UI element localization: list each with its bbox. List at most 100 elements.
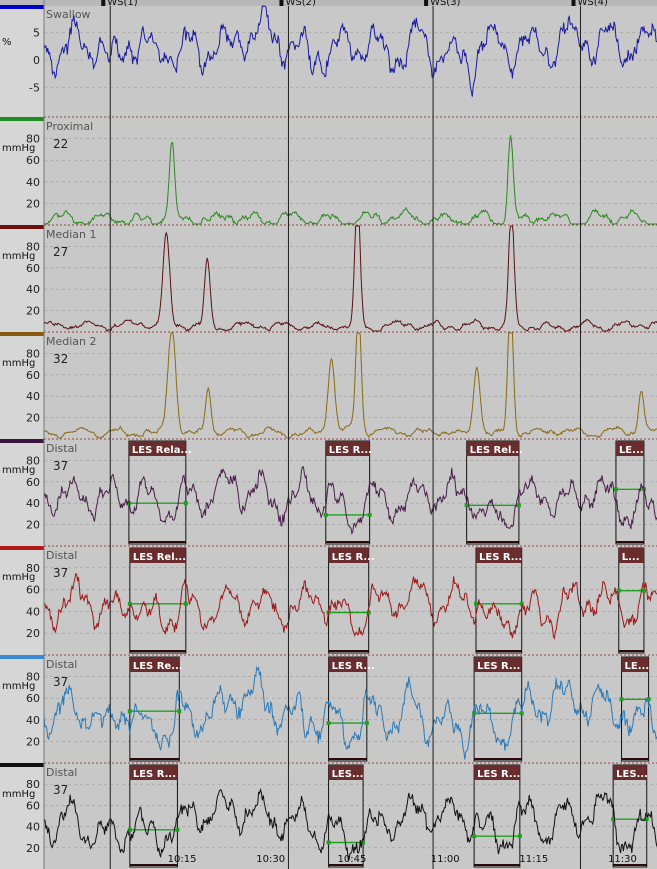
les-label: LES Re... (133, 661, 183, 672)
les-label-box (615, 441, 644, 456)
les-label-box (328, 657, 367, 672)
les-handle[interactable] (644, 817, 649, 822)
channel-unit: mmHg (2, 572, 35, 583)
les-label: LES R... (133, 769, 176, 780)
les-handle[interactable] (326, 721, 331, 726)
les-handle[interactable] (611, 817, 616, 822)
swallow-marker-flag[interactable] (424, 0, 429, 6)
les-handle[interactable] (516, 503, 521, 508)
tick-label: 80 (26, 454, 40, 467)
channel-color-bar (0, 332, 44, 336)
tick-label: 40 (26, 390, 40, 403)
les-handle[interactable] (323, 512, 328, 517)
swallow-marker-label: WS(1) (107, 0, 137, 8)
channel-title: Swallow (46, 8, 91, 21)
tick-label: 80 (26, 562, 40, 575)
les-handle[interactable] (127, 709, 132, 714)
tick-label: 20 (26, 305, 40, 318)
tick-label: 60 (26, 476, 40, 489)
les-handle[interactable] (361, 840, 366, 845)
les-handle[interactable] (616, 588, 621, 593)
les-handle[interactable] (472, 834, 477, 839)
les-label-box (325, 441, 370, 456)
channel-value: 22 (53, 137, 68, 151)
les-label: LES Rela... (132, 445, 192, 456)
channel-title: Median 2 (46, 335, 97, 348)
les-handle[interactable] (367, 512, 372, 517)
les-label-box (128, 441, 186, 456)
channel-title: Distal (46, 549, 77, 562)
les-label-box (328, 548, 369, 563)
signal-trace (43, 5, 657, 97)
les-label: LES... (616, 769, 648, 780)
les-label: LES R... (477, 769, 520, 780)
tick-label: 40 (26, 283, 40, 296)
channel-value: 37 (53, 566, 68, 580)
time-tick-label: 11:15 (519, 854, 548, 865)
tick-label: 40 (26, 605, 40, 618)
les-label: LES R... (329, 445, 372, 456)
les-handle[interactable] (613, 487, 618, 492)
tick-label: -5 (29, 82, 40, 95)
les-label-box (618, 548, 644, 563)
channel-color-bar (0, 655, 44, 659)
time-tick-label: 11:30 (608, 854, 637, 865)
les-handle[interactable] (646, 697, 651, 702)
les-handle[interactable] (464, 503, 469, 508)
tick-label: 20 (26, 519, 40, 532)
tick-label: 80 (26, 347, 40, 360)
tick-label: 0 (33, 54, 40, 67)
les-handle[interactable] (127, 827, 132, 832)
tick-label: 40 (26, 714, 40, 727)
les-handle[interactable] (177, 709, 182, 714)
les-label-box (613, 765, 647, 780)
axis-panel (0, 0, 44, 869)
les-label: LES R... (332, 661, 375, 672)
signal-trace (43, 135, 657, 226)
les-handle[interactable] (366, 610, 371, 615)
les-handle[interactable] (183, 601, 188, 606)
les-handle[interactable] (519, 601, 524, 606)
les-label: LES Rel... (133, 552, 186, 563)
les-handle[interactable] (326, 840, 331, 845)
tick-label: 60 (26, 584, 40, 597)
channel-title: Proximal (46, 120, 93, 133)
les-handle[interactable] (473, 601, 478, 606)
signal-trace (43, 665, 657, 760)
les-label: LES R... (332, 552, 375, 563)
tick-label: 20 (26, 627, 40, 640)
les-handle[interactable] (127, 601, 132, 606)
les-handle[interactable] (183, 501, 188, 506)
les-handle[interactable] (364, 721, 369, 726)
tick-label: 80 (26, 240, 40, 253)
swallow-marker-label: WS(3) (430, 0, 460, 8)
swallow-marker-flag[interactable] (101, 0, 106, 6)
les-label-box (129, 548, 186, 563)
les-label-box (129, 765, 178, 780)
channel-unit: mmHg (2, 465, 35, 476)
tick-label: 60 (26, 262, 40, 275)
channel-color-bar (0, 117, 44, 121)
les-handle[interactable] (619, 697, 624, 702)
les-handle[interactable] (175, 827, 180, 832)
channel-value: 37 (53, 459, 68, 473)
channel-unit: mmHg (2, 681, 35, 692)
les-handle[interactable] (641, 588, 646, 593)
channel-color-bar (0, 546, 44, 550)
tick-label: 20 (26, 412, 40, 425)
tick-label: 20 (26, 197, 40, 210)
time-tick-label: 10:30 (256, 854, 285, 865)
tick-label: 20 (26, 735, 40, 748)
channel-color-bar (0, 5, 44, 9)
swallow-marker-flag[interactable] (571, 0, 576, 6)
les-handle[interactable] (472, 711, 477, 716)
swallow-marker-flag[interactable] (279, 0, 284, 6)
tick-label: 60 (26, 692, 40, 705)
les-label-box (621, 657, 649, 672)
channel-title: Median 1 (46, 228, 97, 241)
tick-label: 20 (26, 842, 40, 855)
signal-trace (43, 332, 657, 439)
tick-label: 80 (26, 778, 40, 791)
les-handle[interactable] (517, 834, 522, 839)
